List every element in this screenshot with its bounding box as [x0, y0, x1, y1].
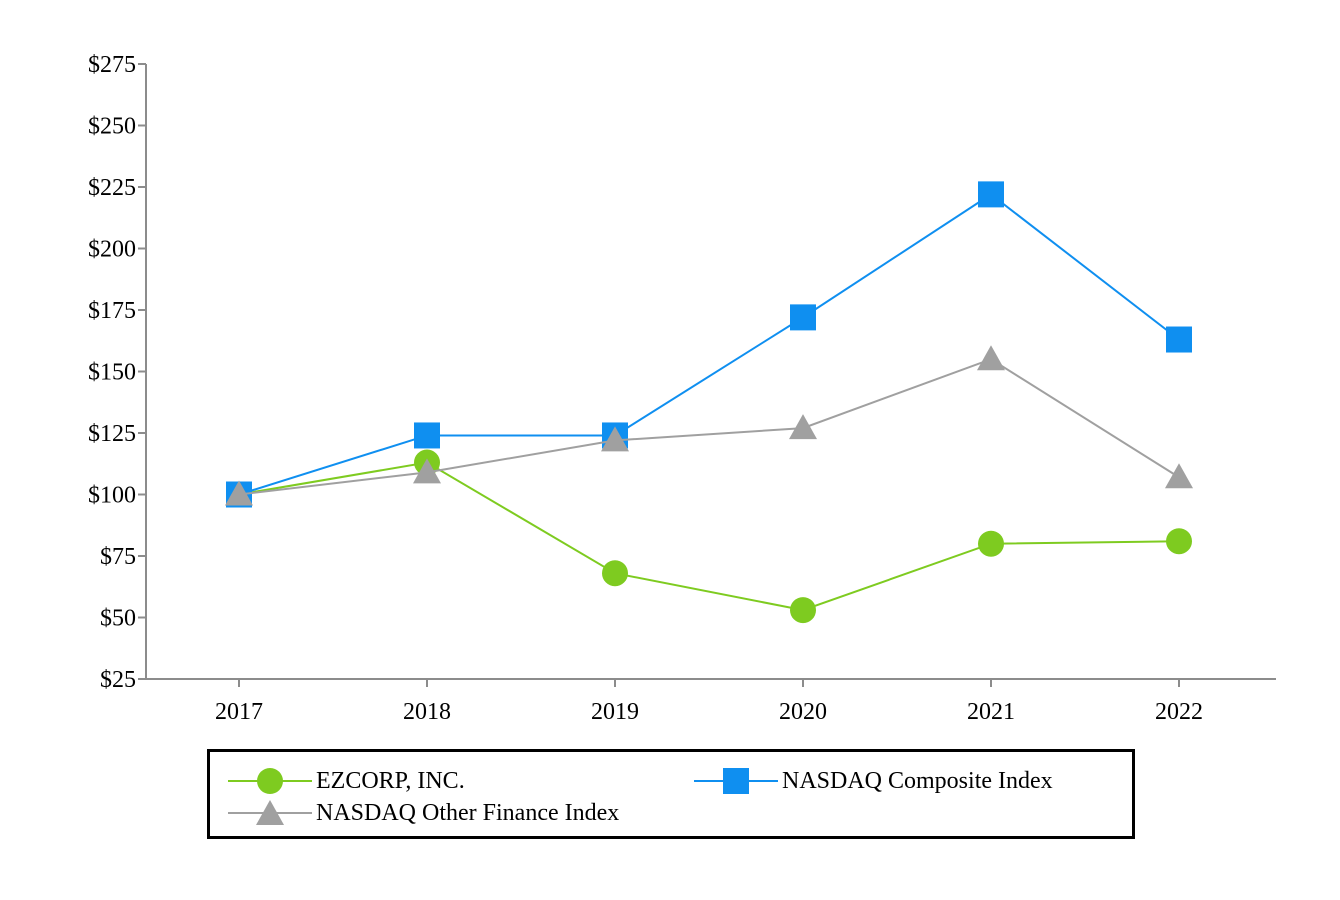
legend-label-nasdaq-other-finance: NASDAQ Other Finance Index [316, 799, 620, 826]
y-tick-label: $225 [88, 175, 136, 201]
y-tick-label: $100 [88, 483, 136, 509]
series-triangle [225, 345, 1193, 506]
series-line [238, 193, 1180, 496]
y-tick-label: $200 [88, 237, 136, 263]
data-point-square [414, 422, 440, 449]
y-tick-label: $275 [88, 52, 136, 78]
y-tick-label: $125 [88, 421, 136, 447]
y-tick-label: $75 [100, 544, 136, 570]
legend-item-ezcorp: EZCORP, INC. [228, 764, 465, 798]
x-tick-label: 2022 [1155, 699, 1203, 725]
square-marker-icon [723, 768, 749, 794]
legend-label-nasdaq-composite: NASDAQ Composite Index [782, 767, 1053, 794]
chart-axes [145, 64, 1276, 680]
y-axis-ticks: $25 $50 $75 $100 $125 $150 $175 $200 $225 $250 $27… [88, 52, 146, 693]
legend-swatch-nasdaq-composite [694, 768, 778, 794]
x-tick-label: 2018 [403, 699, 451, 725]
y-tick-label: $150 [88, 360, 136, 386]
chart-series [225, 181, 1193, 624]
x-tick-label: 2019 [591, 699, 639, 725]
y-tick-label: $25 [100, 667, 136, 693]
data-point-circle [978, 530, 1004, 557]
circle-marker-icon [257, 768, 283, 794]
data-point-triangle [601, 426, 629, 452]
chart-legend: EZCORP, INC. NASDAQ Composite Index NASD… [207, 749, 1135, 839]
data-point-circle [790, 597, 816, 624]
series-square [226, 181, 1192, 508]
triangle-marker-icon [256, 800, 284, 825]
data-point-triangle [1165, 463, 1193, 489]
data-point-square [978, 181, 1004, 208]
y-tick-label: $250 [88, 114, 136, 140]
series-line [238, 461, 1180, 612]
data-point-triangle [413, 458, 441, 484]
data-point-triangle [977, 345, 1005, 371]
legend-swatch-nasdaq-other-finance [228, 800, 312, 825]
legend-label-ezcorp: EZCORP, INC. [316, 767, 465, 794]
series-circle [226, 449, 1192, 624]
y-tick-label: $175 [88, 298, 136, 324]
data-point-triangle [225, 480, 253, 506]
x-axis-ticks: 2017 2018 2019 2020 2021 2022 [215, 679, 1203, 725]
legend-item-nasdaq-other-finance: NASDAQ Other Finance Index [228, 796, 619, 830]
data-point-triangle [789, 414, 817, 440]
legend-swatch-ezcorp [228, 768, 312, 794]
data-point-circle [602, 560, 628, 587]
data-point-square [1166, 326, 1192, 353]
data-point-square [790, 304, 816, 331]
x-tick-label: 2021 [967, 699, 1015, 725]
y-tick-label: $50 [100, 606, 136, 632]
x-tick-label: 2017 [215, 699, 263, 725]
series-line [238, 358, 1180, 496]
data-point-circle [1166, 528, 1192, 555]
x-tick-label: 2020 [779, 699, 827, 725]
legend-item-nasdaq-composite: NASDAQ Composite Index [694, 764, 1053, 798]
